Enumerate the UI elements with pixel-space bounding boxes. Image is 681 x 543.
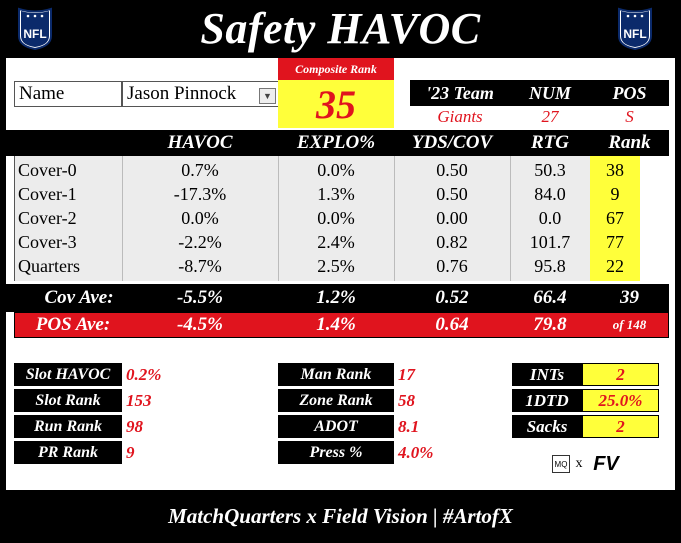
stat-label-pr-rank: PR Rank (14, 441, 122, 464)
col-header-explo: EXPLO% (278, 130, 394, 156)
pos-ave-row (14, 312, 669, 338)
stat-value-sacks: 2 (582, 415, 659, 438)
rank-cell: 22 (606, 255, 624, 276)
stat-value-1dtd: 25.0% (582, 389, 659, 412)
stat-value-adot: 8.1 (398, 416, 420, 436)
stat-value-slot-havoc: 0.2% (126, 364, 162, 384)
name-label: Name (14, 81, 122, 107)
yds-cov-cell: 0.50 (436, 183, 468, 204)
num-value: 27 (541, 107, 559, 126)
stat-value-slot-rank: 153 (126, 390, 152, 410)
cov-ave-label: Cov Ave: (24, 284, 134, 312)
composite-rank-label: Composite Rank (278, 58, 394, 80)
stat-label-1dtd: 1DTD (512, 389, 582, 412)
cov-ave-havoc: -5.5% (122, 284, 278, 312)
composite-rank-value: 35 (278, 80, 394, 128)
stat-label-sacks: Sacks (512, 415, 582, 438)
explo-cell: 2.5% (317, 255, 355, 276)
cov-ave-rank: 39 (590, 284, 669, 312)
pos-ave-rank: of 148 (612, 317, 647, 332)
divider (394, 156, 395, 281)
havoc-cell: -2.2% (178, 231, 222, 252)
stat-value-pr-rank: 9 (126, 442, 135, 462)
rank-column-bg (590, 156, 640, 281)
nfl-logo-left: NFL (17, 6, 53, 51)
row-label: Cover-2 (18, 207, 77, 228)
stat-value-press: 4.0% (398, 442, 434, 462)
havoc-cell: -17.3% (173, 183, 227, 204)
stat-label-run-rank: Run Rank (14, 415, 122, 438)
svg-text:NFL: NFL (623, 27, 646, 41)
svg-text:NFL: NFL (23, 27, 46, 41)
rtg-cell: 101.7 (529, 231, 571, 252)
col-header-rank: Rank (590, 130, 669, 156)
col-header-rtg: RTG (510, 130, 590, 156)
divider (14, 156, 15, 281)
yds-cov-cell: 0.00 (436, 207, 468, 228)
explo-cell: 0.0% (317, 207, 355, 228)
pos-ave-havoc: -4.5% (177, 314, 223, 335)
pos-header: POS (590, 80, 669, 106)
cov-ave-explo: 1.2% (278, 284, 394, 312)
stat-label-press: Press % (278, 441, 394, 464)
pos-value: S (625, 107, 634, 126)
explo-cell: 1.3% (317, 183, 355, 204)
rtg-cell: 84.0 (534, 183, 566, 204)
stat-value-zone-rank: 58 (398, 390, 415, 410)
rank-cell: 67 (606, 207, 624, 228)
stat-label-man-rank: Man Rank (278, 363, 394, 386)
divider (278, 156, 279, 281)
stat-label-slot-havoc: Slot HAVOC (14, 363, 122, 386)
explo-cell: 0.0% (317, 159, 355, 180)
divider (510, 156, 511, 281)
content-panel: Composite Rank Name Jason Pinnock ▼ 35 '… (6, 58, 675, 490)
yds-cov-cell: 0.82 (436, 231, 468, 252)
cov-ave-yds-cov: 0.52 (394, 284, 510, 312)
stat-label-ints: INTs (512, 363, 582, 386)
pos-ave-yds-cov: 0.64 (435, 314, 469, 335)
team-header: '23 Team (410, 80, 510, 106)
rank-cell: 77 (606, 231, 624, 252)
havoc-cell: 0.0% (181, 207, 219, 228)
name-field[interactable]: Jason Pinnock ▼ (122, 81, 280, 107)
havoc-cell: 0.7% (181, 159, 219, 180)
num-header: NUM (510, 80, 590, 106)
stat-value-ints: 2 (582, 363, 659, 386)
brand-separator: x (575, 456, 583, 471)
stat-label-slot-rank: Slot Rank (14, 389, 122, 412)
page-title: Safety HAVOC (200, 4, 481, 53)
yds-cov-cell: 0.76 (436, 255, 468, 276)
rtg-cell: 0.0 (538, 207, 562, 228)
row-label: Quarters (18, 255, 80, 276)
row-label: Cover-1 (18, 183, 77, 204)
explo-cell: 2.4% (317, 231, 355, 252)
nfl-logo-right: NFL (617, 6, 653, 51)
pos-ave-rtg: 79.8 (533, 314, 567, 335)
matchquarters-logo: MQ (552, 455, 570, 473)
stat-value-run-rank: 98 (126, 416, 143, 436)
pos-ave-explo: 1.4% (316, 314, 356, 335)
field-vision-logo: FV (593, 452, 619, 475)
team-value: Giants (437, 107, 483, 126)
rank-cell: 38 (606, 159, 624, 180)
col-header-yds-cov: YDS/COV (394, 130, 510, 156)
rtg-cell: 50.3 (534, 159, 566, 180)
havoc-cell: -8.7% (178, 255, 222, 276)
divider (122, 156, 123, 281)
rtg-cell: 95.8 (534, 255, 566, 276)
cov-ave-rtg: 66.4 (510, 284, 590, 312)
col-header-havoc: HAVOC (122, 130, 278, 156)
row-label: Cover-0 (18, 159, 77, 180)
stat-label-zone-rank: Zone Rank (278, 389, 394, 412)
pos-ave-label: POS Ave: (35, 314, 111, 335)
player-name: Jason Pinnock (127, 83, 237, 104)
filter-icon[interactable]: ▼ (259, 88, 276, 104)
row-label: Cover-3 (18, 231, 77, 252)
table-body-bg (14, 156, 590, 281)
stat-value-man-rank: 17 (398, 364, 415, 384)
stat-label-adot: ADOT (278, 415, 394, 438)
yds-cov-cell: 0.50 (436, 159, 468, 180)
rank-cell: 9 (610, 183, 620, 204)
footer-credit: MatchQuarters x Field Vision | #ArtofX (168, 504, 513, 528)
